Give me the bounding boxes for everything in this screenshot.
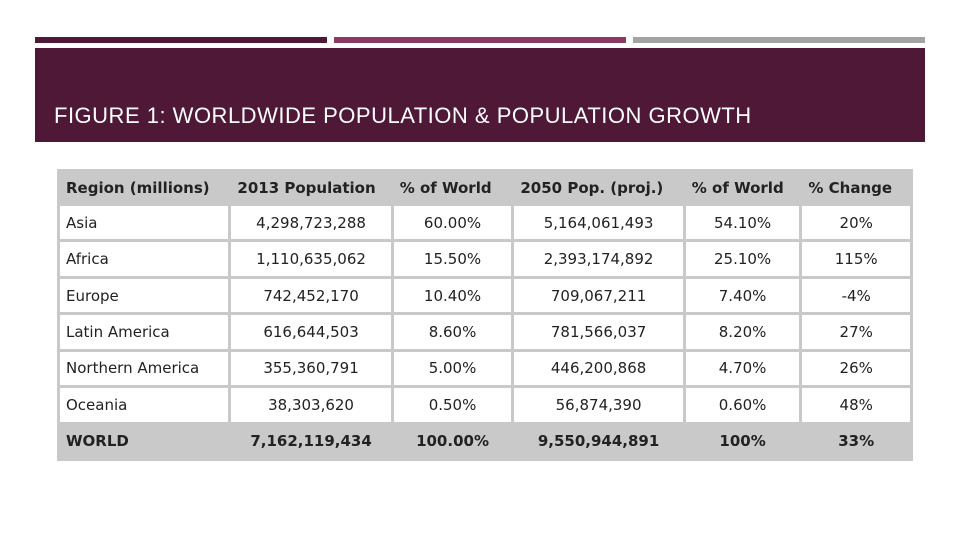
cell-pct-2050: 54.10% — [685, 206, 800, 240]
cell-region: Africa — [60, 242, 229, 276]
header-2013-population: 2013 Population — [231, 172, 391, 203]
cell-pct-2013: 15.50% — [393, 242, 512, 276]
table-row: Northern America 355,360,791 5.00% 446,2… — [60, 351, 910, 386]
header-region: Region (millions) — [60, 172, 229, 203]
cell-region: Europe — [60, 278, 229, 313]
cell-pop-2013: 4,298,723,288 — [231, 206, 391, 240]
cell-change: -4% — [802, 278, 910, 313]
table-row: Oceania 38,303,620 0.50% 56,874,390 0.60… — [60, 388, 910, 422]
cell-pct-2050: 7.40% — [685, 278, 800, 313]
cell-pct-2050: 100% — [685, 424, 800, 458]
cell-pop-2050: 709,067,211 — [514, 278, 683, 313]
cell-pct-2013: 60.00% — [393, 206, 512, 240]
cell-pop-2050: 2,393,174,892 — [514, 242, 683, 276]
cell-region: Asia — [60, 206, 229, 240]
cell-change: 33% — [802, 424, 910, 458]
header-2050-population: 2050 Pop. (proj.) — [514, 172, 683, 203]
cell-pop-2050: 781,566,037 — [514, 315, 683, 349]
cell-change: 48% — [802, 388, 910, 422]
cell-pct-2013: 5.00% — [393, 351, 512, 386]
title-band: FIGURE 1: WORLDWIDE POPULATION & POPULAT… — [35, 48, 925, 142]
cell-pop-2050: 5,164,061,493 — [514, 206, 683, 240]
cell-change: 20% — [802, 206, 910, 240]
cell-pop-2013: 1,110,635,062 — [231, 242, 391, 276]
cell-pop-2013: 38,303,620 — [231, 388, 391, 422]
accent-bar-2 — [334, 37, 626, 43]
cell-pop-2013: 616,644,503 — [231, 315, 391, 349]
slide-title: FIGURE 1: WORLDWIDE POPULATION & POPULAT… — [54, 103, 752, 128]
cell-pct-2050: 0.60% — [685, 388, 800, 422]
table-row: Asia 4,298,723,288 60.00% 5,164,061,493 … — [60, 206, 910, 240]
table-row-world-total: WORLD 7,162,119,434 100.00% 9,550,944,89… — [60, 424, 910, 458]
cell-region: WORLD — [60, 424, 229, 458]
header-percent-world-2013: % of World — [393, 172, 512, 203]
cell-region: Oceania — [60, 388, 229, 422]
header-percent-world-2050: % of World — [685, 172, 800, 203]
cell-pop-2050: 9,550,944,891 — [514, 424, 683, 458]
table-row: Latin America 616,644,503 8.60% 781,566,… — [60, 315, 910, 349]
cell-pct-2050: 4.70% — [685, 351, 800, 386]
cell-pop-2013: 355,360,791 — [231, 351, 391, 386]
accent-bar-3 — [633, 37, 925, 43]
cell-pct-2050: 8.20% — [685, 315, 800, 349]
cell-pop-2050: 56,874,390 — [514, 388, 683, 422]
table-header-row: Region (millions) 2013 Population % of W… — [60, 172, 910, 203]
cell-change: 27% — [802, 315, 910, 349]
cell-pop-2050: 446,200,868 — [514, 351, 683, 386]
cell-pop-2013: 742,452,170 — [231, 278, 391, 313]
cell-pct-2013: 8.60% — [393, 315, 512, 349]
population-table-container: Region (millions) 2013 Population % of W… — [57, 169, 913, 461]
cell-pct-2013: 10.40% — [393, 278, 512, 313]
population-table: Region (millions) 2013 Population % of W… — [57, 169, 913, 461]
cell-pct-2013: 0.50% — [393, 388, 512, 422]
cell-region: Northern America — [60, 351, 229, 386]
cell-region: Latin America — [60, 315, 229, 349]
cell-pct-2050: 25.10% — [685, 242, 800, 276]
table-row: Africa 1,110,635,062 15.50% 2,393,174,89… — [60, 242, 910, 276]
cell-change: 26% — [802, 351, 910, 386]
cell-pop-2013: 7,162,119,434 — [231, 424, 391, 458]
header-percent-change: % Change — [802, 172, 910, 203]
cell-pct-2013: 100.00% — [393, 424, 512, 458]
table-row: Europe 742,452,170 10.40% 709,067,211 7.… — [60, 278, 910, 313]
cell-change: 115% — [802, 242, 910, 276]
accent-bar-1 — [35, 37, 327, 43]
